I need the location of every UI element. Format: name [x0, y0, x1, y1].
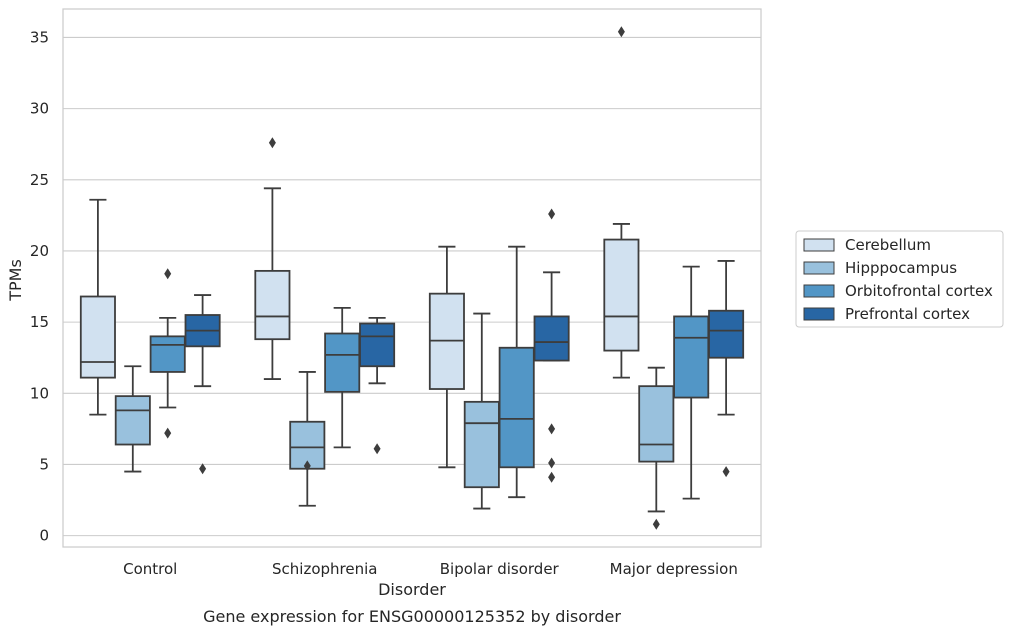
y-tick-label: 0 [39, 527, 49, 545]
outlier-point [548, 457, 556, 469]
box-iqr [533, 315, 570, 362]
y-tick-label: 25 [30, 171, 49, 189]
legend-label: Orbitofrontal cortex [845, 282, 993, 300]
outlier-point [617, 26, 625, 38]
box-hipppocampus [638, 366, 675, 530]
box-orbitofrontal-cortex [673, 265, 710, 500]
outlier-point [303, 460, 311, 472]
box-hipppocampus [463, 312, 500, 510]
gridlines [63, 36, 761, 537]
y-tick-label: 15 [30, 313, 49, 331]
legend: Cerebellum Hipppocampus Orbitofrontal cort… [795, 230, 1004, 328]
box-iqr [114, 395, 151, 446]
box-prefrontal-cortex [359, 316, 396, 455]
outlier-point [164, 427, 172, 439]
x-tick-label: Major depression [610, 560, 738, 578]
y-tick-labels: 0 5 10 15 20 25 30 35 [30, 28, 49, 544]
legend-swatch [803, 307, 835, 321]
box-hipppocampus [289, 371, 326, 507]
box-iqr [254, 269, 291, 341]
x-tick-label: Control [123, 560, 177, 578]
y-tick-label: 30 [30, 100, 49, 118]
box-orbitofrontal-cortex [324, 306, 361, 449]
y-tick-label: 20 [30, 242, 49, 260]
x-tick-label: Schizophrenia [272, 560, 377, 578]
legend-label: Cerebellum [845, 236, 931, 254]
box-hipppocampus [114, 365, 151, 473]
legend-swatch [803, 261, 835, 275]
box-orbitofrontal-cortex [149, 268, 186, 439]
legend-label: Prefrontal cortex [845, 305, 970, 323]
y-tick-label: 5 [39, 455, 49, 473]
outlier-point [164, 268, 172, 280]
box-iqr [463, 400, 500, 489]
chart-caption: Gene expression for ENSG00000125352 by d… [203, 607, 621, 626]
x-tick-labels: Control Schizophrenia Bipolar disorder Majo… [123, 560, 738, 578]
x-axis-label: Disorder [378, 580, 446, 599]
outlier-point [722, 466, 730, 478]
box-prefrontal-cortex [708, 260, 745, 478]
box-iqr [603, 238, 640, 352]
box-cerebellum [254, 137, 291, 380]
box-cerebellum [428, 245, 465, 469]
y-axis-label: TPMs [6, 259, 25, 302]
outlier-point [199, 463, 207, 475]
y-tick-label: 10 [30, 384, 49, 402]
box-cerebellum [603, 26, 640, 379]
legend-label: Hipppocampus [845, 259, 957, 277]
box-iqr [708, 309, 745, 359]
box-iqr [79, 295, 116, 379]
box-iqr [673, 315, 710, 399]
outlier-point [652, 518, 660, 530]
legend-swatch [803, 238, 835, 252]
box-iqr [149, 335, 186, 373]
outlier-point [268, 137, 276, 149]
box-iqr [498, 346, 535, 469]
boxes [79, 26, 745, 530]
box-orbitofrontal-cortex [498, 245, 535, 499]
legend-frame [795, 230, 1004, 328]
box-prefrontal-cortex [184, 294, 221, 475]
outlier-point [548, 423, 556, 435]
outlier-point [373, 443, 381, 455]
outlier-point [548, 208, 556, 220]
y-tick-label: 35 [30, 28, 49, 46]
legend-swatch [803, 284, 835, 298]
box-iqr [359, 322, 396, 368]
box-iqr [324, 332, 361, 393]
box-iqr [638, 385, 675, 463]
outlier-point [548, 471, 556, 483]
x-tick-label: Bipolar disorder [440, 560, 560, 578]
box-cerebellum [79, 198, 116, 416]
box-prefrontal-cortex [533, 208, 570, 483]
plot-frame [62, 8, 762, 548]
